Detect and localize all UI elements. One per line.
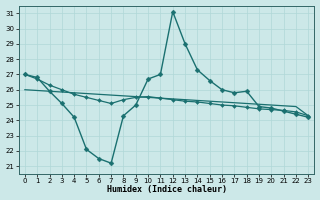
X-axis label: Humidex (Indice chaleur): Humidex (Indice chaleur)	[107, 185, 227, 194]
